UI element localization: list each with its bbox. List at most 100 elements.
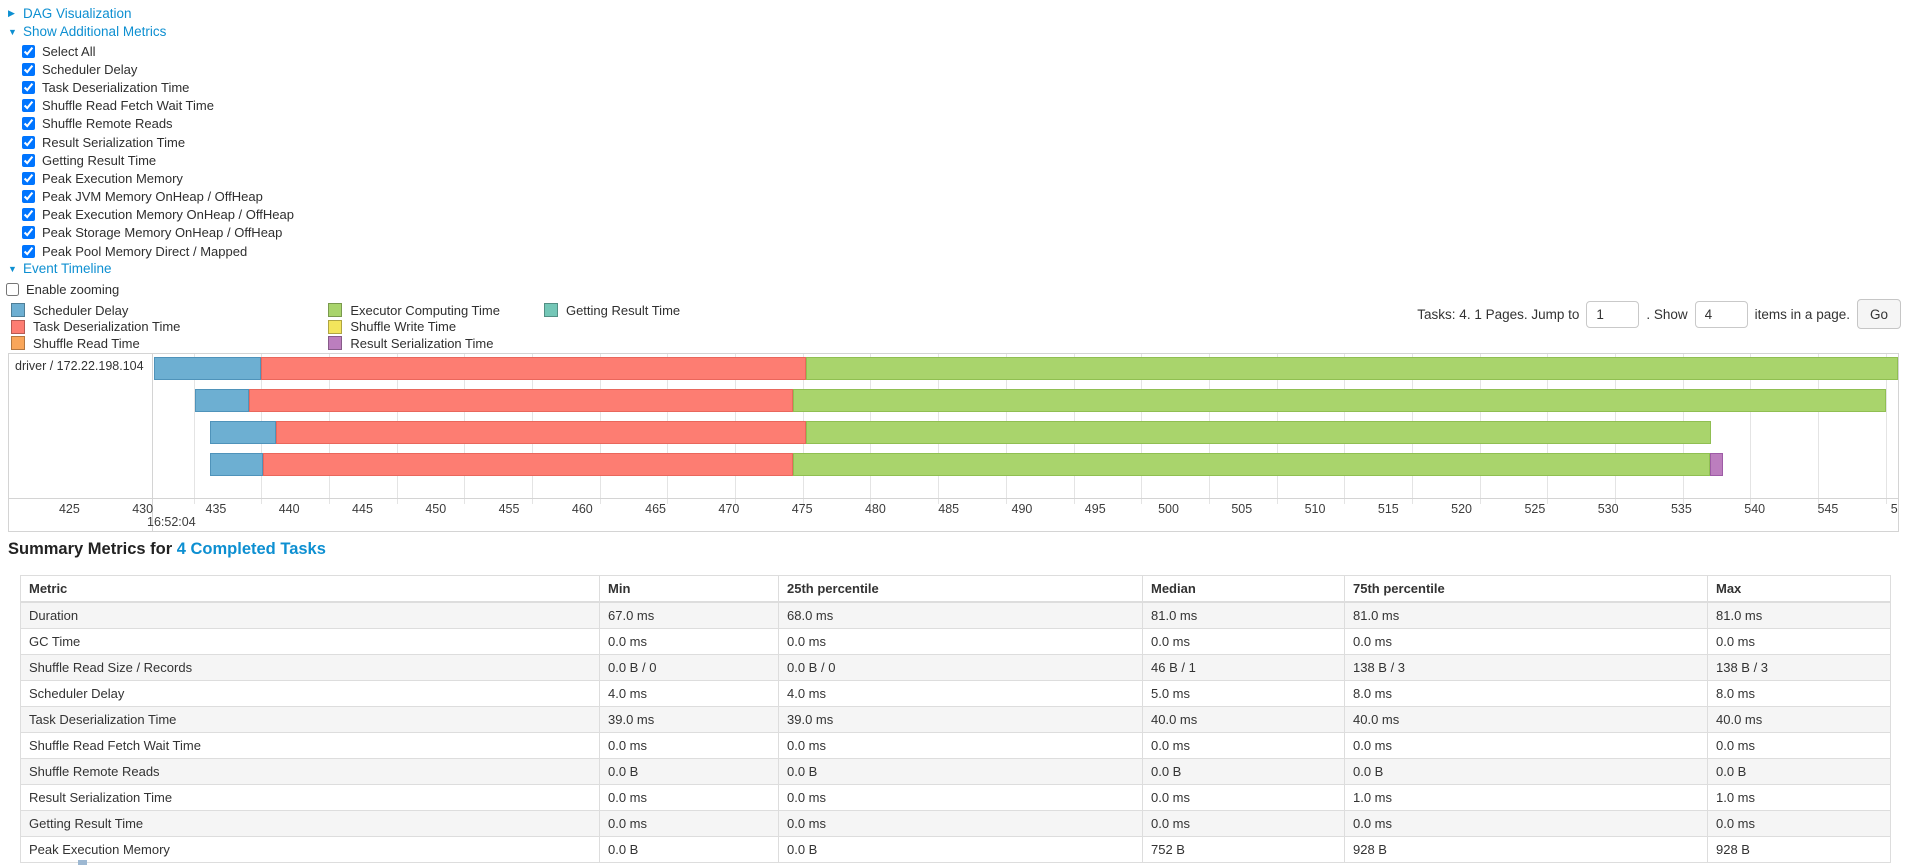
jump-to-page-input[interactable] [1586, 300, 1640, 328]
metric-value-cell: 81.0 ms [1142, 601, 1345, 629]
legend-label: Result Serialization Time [350, 335, 494, 351]
completed-tasks-link[interactable]: 4 Completed Tasks [176, 540, 326, 558]
timeline-bar-scheduler-delay[interactable] [194, 389, 250, 412]
metric-checkbox-row-scheduler-delay[interactable]: Scheduler Delay [22, 60, 294, 78]
additional-metrics-checkbox-list: Select All Scheduler Delay Task Deserializ… [22, 42, 294, 260]
task-deserialization-time-swatch-icon [11, 319, 25, 334]
metric-checkbox-row-task-deserialization-time[interactable]: Task Deserialization Time [22, 78, 294, 96]
checkbox-label: Task Deserialization Time [42, 79, 190, 95]
checkbox-peak-execution-memory-onheap-offheap[interactable] [22, 208, 35, 222]
timeline-bar-scheduler-delay[interactable] [209, 453, 263, 476]
checkbox-label: Shuffle Remote Reads [42, 116, 173, 132]
table-row-duration: Duration 67.0 ms 68.0 ms 81.0 ms 81.0 ms 81.0… [20, 601, 1891, 629]
metric-checkbox-row-shuffle-read-fetch-wait-time[interactable]: Shuffle Read Fetch Wait Time [22, 97, 294, 115]
enable-zooming-checkbox-row[interactable]: Enable zooming [6, 280, 119, 298]
checkbox-label: Result Serialization Time [42, 134, 186, 150]
axis-tick-label: 490 [1011, 502, 1033, 516]
legend-label: Shuffle Write Time [350, 319, 457, 335]
metric-value-cell: 0.0 ms [1344, 810, 1708, 837]
axis-tick-label: 525 [1524, 502, 1546, 516]
metric-value-cell: 68.0 ms [778, 601, 1143, 629]
timeline-bar-executor-computing[interactable] [805, 421, 1712, 444]
summary-title-prefix: Summary Metrics for [8, 540, 177, 558]
metric-value-cell: 4.0 ms [599, 680, 779, 707]
metric-value-cell: 0.0 ms [1142, 628, 1345, 655]
show-additional-metrics-toggle[interactable]: ▼ Show Additional Metrics [8, 24, 166, 39]
metric-value-cell: 0.0 B / 0 [778, 654, 1143, 681]
items-per-page-input[interactable] [1694, 300, 1748, 328]
metric-name-cell: GC Time [20, 628, 600, 655]
metric-checkbox-row-peak-jvm-memory-onheap-offheap[interactable]: Peak JVM Memory OnHeap / OffHeap [22, 188, 294, 206]
event-timeline-toggle[interactable]: ▼ Event Timeline [8, 261, 112, 276]
column-header-25th-percentile: 25th percentile [778, 575, 1143, 603]
checkbox-peak-execution-memory[interactable] [22, 171, 35, 185]
metric-name-cell: Duration [20, 601, 600, 629]
timeline-bar-scheduler-delay[interactable] [209, 421, 277, 444]
checkbox-getting-result-time[interactable] [22, 153, 35, 167]
checkbox-peak-pool-memory-direct-mapped[interactable] [22, 244, 35, 258]
checkbox-peak-storage-memory-onheap-offheap[interactable] [22, 226, 35, 240]
metric-checkbox-row-getting-result-time[interactable]: Getting Result Time [22, 151, 294, 169]
metric-checkbox-row-select-all[interactable]: Select All [22, 42, 294, 60]
metric-checkbox-row-peak-storage-memory-onheap-offheap[interactable]: Peak Storage Memory OnHeap / OffHeap [22, 224, 294, 242]
checkbox-task-deserialization-time[interactable] [22, 80, 35, 94]
timeline-bar-task-deserialization[interactable] [261, 357, 806, 380]
axis-tick-label: 535 [1670, 502, 1692, 516]
axis-tick-label: 545 [1817, 502, 1839, 516]
axis-tick-label: 435 [205, 502, 227, 516]
metric-value-cell: 40.0 ms [1142, 706, 1345, 733]
checkbox-select-all[interactable] [22, 44, 35, 58]
legend-label: Getting Result Time [565, 302, 681, 318]
chevron-down-icon: ▼ [8, 26, 17, 37]
go-button[interactable]: Go [1856, 299, 1901, 329]
metric-checkbox-row-peak-pool-memory-direct-mapped[interactable]: Peak Pool Memory Direct / Mapped [22, 242, 294, 260]
checkbox-shuffle-read-fetch-wait-time[interactable] [22, 99, 35, 113]
axis-tick-label: 460 [571, 502, 593, 516]
metric-value-cell: 4.0 ms [778, 680, 1143, 707]
timeline-bar-executor-computing[interactable] [793, 389, 1886, 412]
metric-checkbox-row-peak-execution-memory-onheap-offheap[interactable]: Peak Execution Memory OnHeap / OffHeap [22, 206, 294, 224]
metric-checkbox-row-peak-execution-memory[interactable]: Peak Execution Memory [22, 169, 294, 187]
summary-metrics-title: Summary Metrics for 4 Completed Tasks [8, 540, 326, 559]
clipped-next-section [78, 860, 87, 865]
legend-label: Shuffle Read Time [33, 335, 140, 351]
column-header-min: Min [599, 575, 779, 603]
timeline-bar-task-deserialization[interactable] [276, 421, 806, 444]
checkbox-scheduler-delay[interactable] [22, 62, 35, 76]
legend-label: Task Deserialization Time [33, 319, 181, 335]
timeline-group-label-column: driver / 172.22.198.104 [9, 354, 153, 531]
metric-checkbox-row-shuffle-remote-reads[interactable]: Shuffle Remote Reads [22, 115, 294, 133]
timeline-plot-area[interactable] [153, 354, 1898, 531]
metric-value-cell: 752 B [1142, 836, 1345, 863]
chevron-down-icon: ▼ [8, 263, 17, 274]
dag-visualization-toggle[interactable]: ▶ DAG Visualization [8, 6, 132, 21]
legend-item-shuffle-read-time: Shuffle Read Time [11, 335, 180, 352]
metric-value-cell: 0.0 ms [778, 784, 1143, 811]
axis-gridline [1750, 354, 1752, 504]
timeline-bar-scheduler-delay[interactable] [154, 357, 262, 380]
enable-zooming-checkbox[interactable] [6, 282, 19, 296]
checkbox-label: Peak Execution Memory [42, 170, 183, 186]
axis-tick-label: 430 [132, 502, 154, 516]
metric-value-cell: 67.0 ms [599, 601, 779, 629]
axis-tick-label: 510 [1304, 502, 1326, 516]
timeline-bar-task-deserialization[interactable] [249, 389, 794, 412]
metric-value-cell: 0.0 ms [778, 732, 1143, 759]
timeline-bar-task-deserialization[interactable] [262, 453, 794, 476]
metric-name-cell: Shuffle Read Fetch Wait Time [20, 732, 600, 759]
timeline-bar-result-serialization[interactable] [1709, 453, 1724, 476]
checkbox-label: Getting Result Time [42, 152, 157, 168]
timeline-bar-executor-computing[interactable] [793, 453, 1710, 476]
checkbox-peak-jvm-memory-onheap-offheap[interactable] [22, 190, 35, 204]
metric-value-cell: 8.0 ms [1707, 680, 1891, 707]
pagination-items-label: items in a page. [1754, 306, 1850, 322]
show-additional-metrics-label: Show Additional Metrics [23, 24, 167, 39]
axis-tick-label: 470 [718, 502, 740, 516]
metric-value-cell: 1.0 ms [1707, 784, 1891, 811]
checkbox-shuffle-remote-reads[interactable] [22, 117, 35, 131]
axis-tick-label: 550 [1890, 502, 1898, 516]
timeline-bar-executor-computing[interactable] [805, 357, 1898, 380]
checkbox-result-serialization-time[interactable] [22, 135, 35, 149]
metric-checkbox-row-result-serialization-time[interactable]: Result Serialization Time [22, 133, 294, 151]
checkbox-label: Select All [42, 43, 96, 59]
